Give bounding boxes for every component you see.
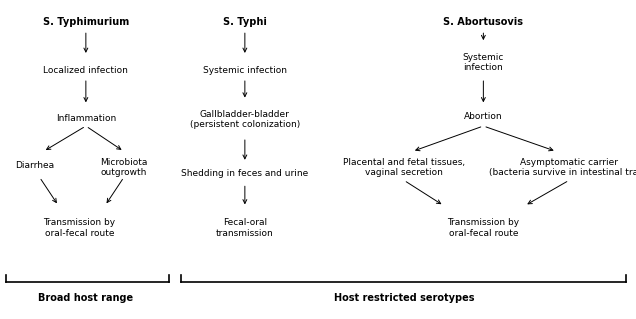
Text: S. Typhi: S. Typhi: [223, 17, 266, 27]
Text: Systemic infection: Systemic infection: [203, 66, 287, 75]
Text: Diarrhea: Diarrhea: [15, 161, 55, 170]
Text: Microbiota
outgrowth: Microbiota outgrowth: [100, 158, 148, 177]
Text: Transmission by
oral-fecal route: Transmission by oral-fecal route: [43, 219, 116, 238]
Text: S. Typhimurium: S. Typhimurium: [43, 17, 129, 27]
Text: S. Abortusovis: S. Abortusovis: [443, 17, 523, 27]
Text: Fecal-oral
transmission: Fecal-oral transmission: [216, 219, 273, 238]
Text: Broad host range: Broad host range: [38, 293, 134, 303]
Text: Asymptomatic carrier
(bacteria survive in intestinal tract): Asymptomatic carrier (bacteria survive i…: [488, 158, 636, 177]
Text: Shedding in feces and urine: Shedding in feces and urine: [181, 169, 308, 178]
Text: Transmission by
oral-fecal route: Transmission by oral-fecal route: [447, 219, 520, 238]
Text: Inflammation: Inflammation: [56, 114, 116, 122]
Text: Systemic
infection: Systemic infection: [462, 53, 504, 72]
Text: Placental and fetal tissues,
vaginal secretion: Placental and fetal tissues, vaginal sec…: [343, 158, 465, 177]
Text: Gallbladder-bladder
(persistent colonization): Gallbladder-bladder (persistent coloniza…: [190, 110, 300, 129]
Text: Abortion: Abortion: [464, 112, 502, 121]
Text: Localized infection: Localized infection: [43, 66, 128, 75]
Text: Host restricted serotypes: Host restricted serotypes: [334, 293, 474, 303]
